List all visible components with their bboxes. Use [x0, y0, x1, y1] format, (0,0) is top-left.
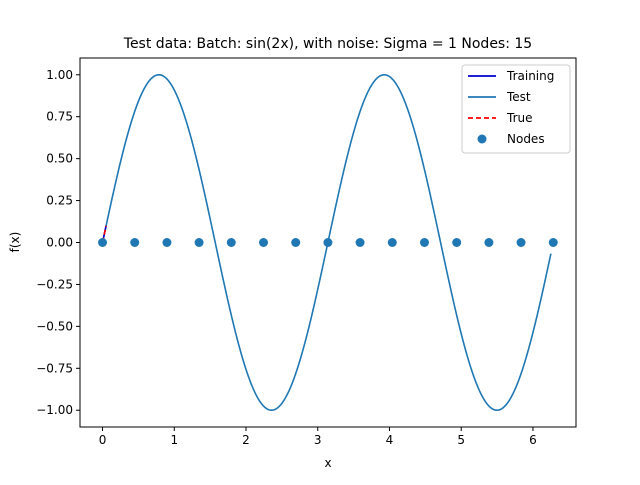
legend-test-label: Test: [506, 90, 531, 104]
y-tick-label: 1.00: [46, 68, 73, 82]
y-tick-label: −0.25: [36, 277, 73, 291]
x-tick-label: 5: [457, 433, 465, 447]
legend-true-label: True: [506, 111, 533, 125]
node-point: [355, 238, 365, 247]
x-tick-label: 3: [314, 433, 322, 447]
legend-box: [461, 64, 571, 154]
plot-area: [98, 73, 558, 412]
node-point: [130, 238, 140, 247]
y-tick-label: 0.25: [46, 194, 73, 208]
x-tick-label: 1: [170, 433, 178, 447]
node-point: [419, 238, 429, 247]
legend: Training Test True Nodes: [461, 64, 571, 154]
node-point: [226, 238, 236, 247]
node-point: [387, 238, 397, 247]
y-axis: −1.00 −0.75 −0.50 −0.25 0.00 0.25 0.50 0.75 1.00: [36, 68, 80, 417]
y-tick-label: 0.50: [46, 152, 73, 166]
y-tick-label: 0.75: [46, 110, 73, 124]
y-tick-label: −0.50: [36, 319, 73, 333]
node-point: [98, 238, 108, 247]
node-point: [516, 238, 526, 247]
x-tick-label: 0: [99, 433, 107, 447]
node-point: [323, 238, 333, 247]
node-point: [452, 238, 462, 247]
x-tick-label: 4: [386, 433, 394, 447]
y-axis-label: f(x): [8, 232, 22, 253]
node-point: [194, 238, 204, 247]
node-point: [484, 238, 494, 247]
node-point: [259, 238, 269, 247]
legend-nodes-label: Nodes: [507, 132, 545, 146]
legend-nodes-marker: [477, 134, 487, 144]
legend-training-label: Training: [506, 69, 554, 83]
y-tick-label: 0.00: [46, 236, 73, 250]
node-point: [162, 238, 172, 247]
x-axis: 0 1 2 3 4 5 6: [99, 427, 537, 447]
y-tick-label: −1.00: [36, 403, 73, 417]
y-tick-label: −0.75: [36, 361, 73, 375]
x-axis-label: x: [324, 456, 331, 470]
series-test-line: [101, 73, 552, 412]
chart-title: Test data: Batch: sin(2x), with noise: S…: [123, 36, 532, 52]
node-point: [291, 238, 301, 247]
x-tick-label: 6: [529, 433, 537, 447]
node-point: [548, 238, 558, 247]
x-tick-label: 2: [242, 433, 250, 447]
